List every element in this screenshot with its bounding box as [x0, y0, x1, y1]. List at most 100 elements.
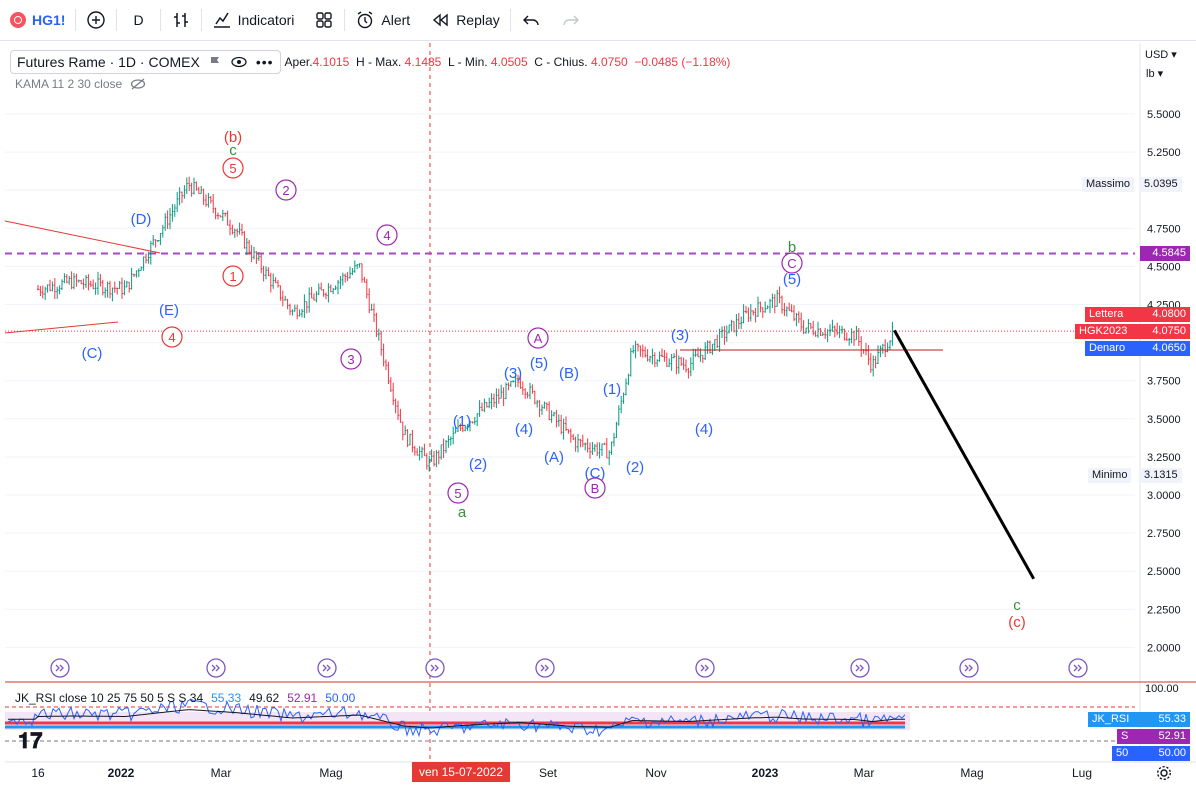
chart-type-button[interactable] — [161, 0, 201, 40]
high-label: H - Max. — [355, 55, 402, 69]
currency-selector[interactable]: USD ▾ — [1145, 49, 1177, 61]
event-arrows-icon — [540, 664, 549, 672]
unit-selector[interactable]: lb ▾ — [1146, 68, 1164, 80]
rsi-s-value: 52.91 — [1158, 730, 1186, 742]
event-icon — [695, 658, 715, 678]
wave-label: 2 — [282, 183, 289, 198]
symbol-button[interactable]: HG1! — [0, 0, 75, 40]
crosshair-date-box: ven 15-07-2022 — [412, 762, 510, 782]
candles-icon — [173, 13, 188, 27]
price-tick-label: 4.7500 — [1147, 223, 1181, 235]
event-icon — [850, 658, 870, 678]
layouts-button[interactable] — [304, 0, 344, 40]
wave-circle — [222, 157, 244, 179]
undo-button[interactable] — [511, 0, 551, 40]
wave-circle — [340, 348, 362, 370]
symbol-title-box[interactable]: Futures Rame · 1D · COMEX ••• — [10, 50, 281, 74]
change-value: −0.0485 (−1.18%) — [634, 55, 731, 69]
redo-icon — [563, 15, 579, 26]
interval-button[interactable]: D — [117, 0, 159, 40]
price-tick-label: 2.2500 — [1147, 604, 1181, 616]
price-tick-label: 3.7500 — [1147, 376, 1181, 388]
wave-circle — [161, 326, 183, 348]
eye-off-icon[interactable] — [130, 77, 146, 91]
divider — [75, 9, 77, 31]
crosshair-date: ven 15-07-2022 — [418, 765, 504, 779]
legend-title: Futures Rame · 1D · COMEX — [17, 54, 200, 70]
redo-button[interactable] — [551, 0, 591, 40]
wave-label: (1) — [453, 413, 471, 430]
time-tick-label: 2022 — [107, 766, 135, 780]
hgk-label: HGK2023 — [1079, 325, 1128, 337]
time-tick-label: Mag — [960, 766, 984, 780]
more-icon[interactable]: ••• — [255, 54, 274, 70]
grid-icon — [316, 12, 333, 28]
event-icon — [425, 658, 445, 678]
eye-icon[interactable] — [230, 55, 248, 69]
open-label: Aper. — [284, 55, 313, 69]
undo-icon — [522, 15, 539, 26]
rsi-axis-top-label: 100.00 — [1145, 683, 1179, 695]
compare-button[interactable] — [76, 0, 116, 40]
price-tick-label: 3.2500 — [1147, 452, 1181, 464]
event-icon — [50, 658, 70, 678]
indicators-button[interactable]: Indicatori — [202, 0, 305, 40]
event-arrows-icon — [55, 664, 64, 672]
symbol-label: HG1! — [32, 12, 66, 28]
wave-label: b — [788, 239, 796, 256]
rewind-icon — [433, 13, 448, 27]
denaro-value: 4.0650 — [1152, 342, 1186, 354]
currency-label: USD — [1145, 49, 1169, 61]
denaro-value-box: 4.0650 — [1140, 341, 1190, 356]
trendline-upper — [4, 220, 161, 254]
rsi-value: 55.33 — [1158, 713, 1186, 725]
wave-circle — [781, 252, 803, 274]
alarm-clock-icon — [358, 11, 373, 29]
alert-label: Alert — [381, 12, 411, 28]
replay-button[interactable]: Replay — [420, 0, 510, 40]
alert-button[interactable]: Alert — [345, 0, 420, 40]
interval-label: D — [133, 12, 144, 28]
time-tick-label: Mar — [210, 766, 232, 780]
massimo-value: 5.0395 — [1144, 178, 1178, 190]
wave-label: (A) — [544, 449, 564, 466]
lettera-value: 4.0800 — [1152, 308, 1186, 320]
projection-arrow — [893, 329, 1036, 580]
rsi-line — [7, 698, 906, 738]
wave-label: (5) — [530, 355, 548, 372]
wave-label: (C) — [82, 345, 103, 362]
ohlc-readout: Aper.4.1015 H - Max. 4.1485 L - Min. 4.0… — [285, 55, 731, 69]
kama-legend[interactable]: KAMA 11 2 30 close — [15, 77, 146, 91]
unit-label: lb — [1146, 68, 1155, 80]
wave-label: (B) — [559, 365, 579, 382]
event-icon — [535, 658, 555, 678]
wave-circle — [222, 265, 244, 287]
wave-label: 5 — [454, 486, 461, 501]
wave-label: (3) — [504, 365, 522, 382]
wave-circle — [376, 224, 398, 246]
hgk-box: HGK2023 — [1075, 324, 1140, 339]
rsi-value-1: 55.33 — [211, 691, 242, 705]
plus-circle-icon — [87, 11, 106, 29]
wave-label: (1) — [603, 381, 621, 398]
rsi-legend[interactable]: JK_RSI close 10 25 75 50 5 S S 34 55.33 … — [15, 691, 355, 705]
wave-label: 4 — [383, 228, 390, 243]
indicators-label: Indicatori — [237, 12, 295, 28]
minimo-label: Minimo — [1092, 469, 1128, 481]
event-icon — [206, 658, 226, 678]
close-label: C - Chius. — [534, 55, 588, 69]
trendline-lower — [4, 321, 119, 334]
wave-label: 1 — [229, 269, 236, 284]
price-tick-label: 2.0000 — [1147, 642, 1181, 654]
minimo-value: 3.1315 — [1144, 469, 1178, 481]
settings-gear-icon[interactable] — [1156, 765, 1172, 781]
event-icon — [959, 658, 979, 678]
time-tick-label: Nov — [645, 766, 667, 780]
price-tick-label: 3.5000 — [1147, 414, 1181, 426]
wave-label: a — [458, 504, 467, 521]
price-tick-label: 2.7500 — [1147, 528, 1181, 540]
flag-icon[interactable] — [208, 55, 222, 69]
divider — [116, 9, 118, 31]
tradingview-logo-icon: 𝟏𝟕 — [18, 728, 43, 753]
